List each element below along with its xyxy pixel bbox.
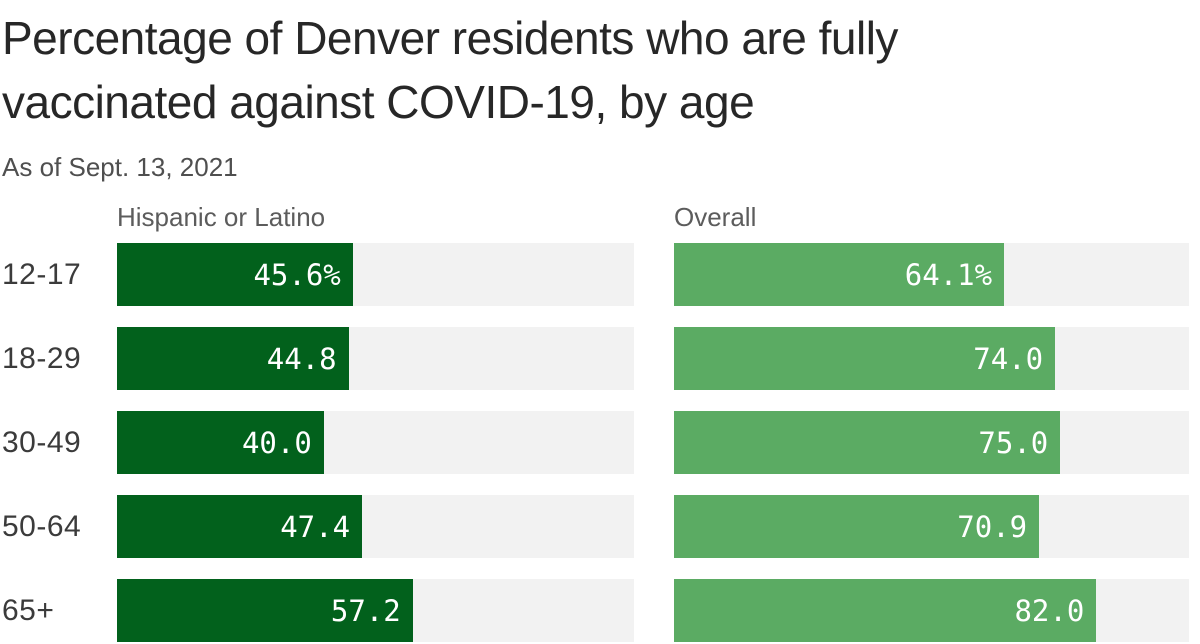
bar-overall-30-49: 75.0 [674,411,1061,474]
bar-hispanic-65-plus: 57.2 [117,579,413,642]
column-gutter [634,204,674,230]
bar-track-hispanic: 45.6% [117,243,634,306]
header-spacer [0,204,117,230]
column-gutter [634,411,674,474]
series-header-hispanic-or-latino: Hispanic or Latino [117,202,326,232]
bar-track-overall: 82.0 [674,579,1189,642]
chart-title: Percentage of Denver residents who are f… [2,12,898,128]
chart-page: Percentage of Denver residents who are f… [0,6,1200,644]
bar-track-hispanic: 44.8 [117,327,634,390]
bar-track-overall: 64.1% [674,243,1189,306]
bar-overall-65-plus: 82.0 [674,579,1097,642]
column-gutter [634,327,674,390]
series-headers: Hispanic or Latino Overall [0,204,1200,230]
bar-track-overall: 74.0 [674,327,1189,390]
category-label: 65+ [2,593,55,627]
series-header-overall: Overall [674,202,757,232]
bar-chart: Hispanic or Latino Overall 12-17 45.6% 6… [0,204,1200,642]
category-label: 50-64 [2,509,82,543]
column-gutter [634,579,674,642]
column-gutter [634,495,674,558]
bar-overall-18-29: 74.0 [674,327,1056,390]
bar-overall-12-17: 64.1% [674,243,1005,306]
category-label: 30-49 [2,425,82,459]
chart-row-65-plus: 65+ 57.2 82.0 [0,579,1200,642]
bar-hispanic-12-17: 45.6% [117,243,353,306]
bar-track-hispanic: 47.4 [117,495,634,558]
bar-hispanic-30-49: 40.0 [117,411,324,474]
column-gutter [634,243,674,306]
category-label: 12-17 [2,257,82,291]
bar-track-hispanic: 57.2 [117,579,634,642]
chart-row-30-49: 30-49 40.0 75.0 [0,411,1200,474]
chart-row-12-17: 12-17 45.6% 64.1% [0,243,1200,306]
chart-subtitle: As of Sept. 13, 2021 [2,152,238,182]
bar-overall-50-64: 70.9 [674,495,1040,558]
category-label: 18-29 [2,341,82,375]
chart-row-18-29: 18-29 44.8 74.0 [0,327,1200,390]
chart-row-50-64: 50-64 47.4 70.9 [0,495,1200,558]
bar-track-overall: 70.9 [674,495,1189,558]
bar-hispanic-50-64: 47.4 [117,495,363,558]
bar-hispanic-18-29: 44.8 [117,327,349,390]
bar-track-hispanic: 40.0 [117,411,634,474]
bar-track-overall: 75.0 [674,411,1189,474]
